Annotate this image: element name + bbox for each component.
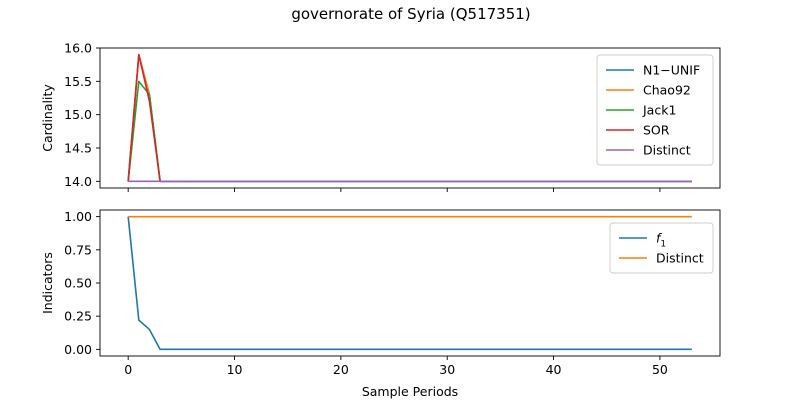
axes-2: 0 10 20 30 40 50 0.00 0.25 0.50 0.75 1.00 Indicator…: [40, 209, 721, 399]
legend-box: [596, 54, 714, 166]
x-axis-label: Sample Periods: [362, 384, 458, 399]
legend-label: Distinct: [643, 143, 691, 158]
y-axis-label: Cardinality: [40, 84, 55, 152]
legend-label: Jack1: [642, 103, 676, 118]
x-tick-label: 10: [227, 362, 243, 377]
y-tick-label: 1.00: [64, 209, 92, 224]
y-tick-label: 0.75: [64, 242, 92, 257]
x-tick-label: 20: [333, 362, 349, 377]
x-tick-label: 40: [546, 362, 562, 377]
x-tick-label: 50: [652, 362, 668, 377]
y-axis-label: Indicators: [40, 252, 55, 314]
y-tick-label: 15.5: [64, 74, 92, 89]
legend: N1−UNIF Chao92 Jack1 SOR Distinct: [596, 54, 714, 166]
y-tick-label: 14.0: [64, 174, 92, 189]
axes-layer: 14.0 14.5 15.0 15.5 16.0 Cardinality N1−UNIF Ch…: [40, 41, 721, 399]
figure-title: governorate of Syria (Q517351): [291, 5, 530, 23]
legend-label: Chao92: [643, 83, 691, 98]
y-tick-label: 0.50: [64, 276, 92, 291]
y-tick-label: 0.00: [64, 342, 92, 357]
legend-label: Distinct: [656, 251, 704, 266]
axes-1: 14.0 14.5 15.0 15.5 16.0 Cardinality N1−UNIF Ch…: [40, 41, 721, 192]
y-tick-label: 15.0: [64, 107, 92, 122]
y-tick-label: 16.0: [64, 41, 92, 56]
y-tick-label: 14.5: [64, 141, 92, 156]
legend-label: SOR: [643, 123, 670, 138]
legend-box: [609, 222, 714, 274]
series-line-f1: [127, 216, 692, 351]
x-tick-label: 30: [439, 362, 455, 377]
plot-frame: [99, 47, 721, 189]
y-tick-label: 0.25: [64, 309, 92, 324]
x-tick-label: 0: [124, 362, 132, 377]
legend-label: f1: [656, 231, 666, 250]
legend-label: N1−UNIF: [643, 63, 700, 78]
